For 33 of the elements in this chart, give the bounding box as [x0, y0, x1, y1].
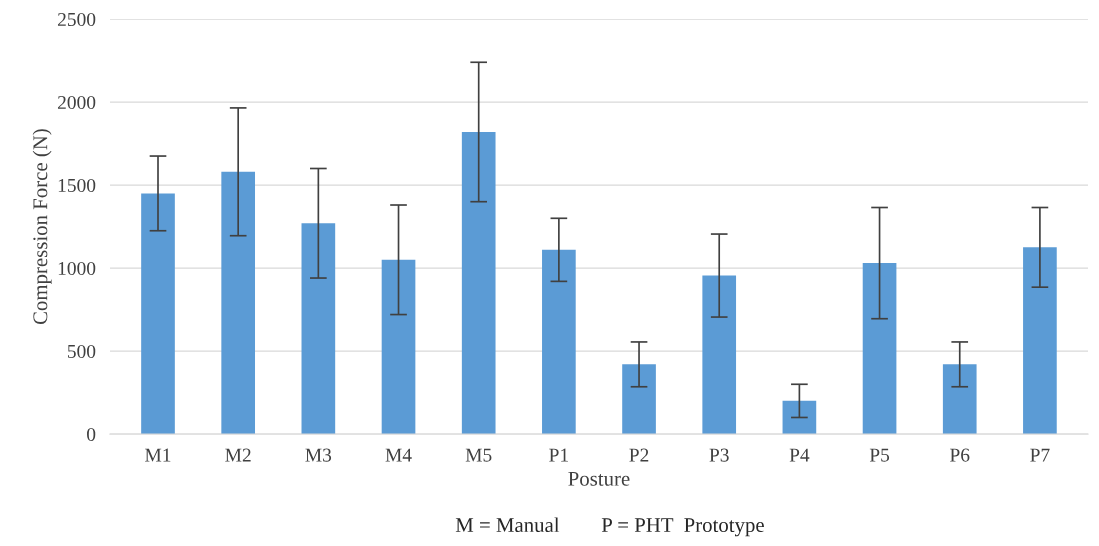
bar: [381, 259, 416, 435]
text: M = Manual P = PHT Prototype: [455, 517, 764, 537]
y-tick-label: 1000: [58, 261, 96, 276]
bar: [942, 364, 977, 435]
bar: [702, 275, 737, 435]
x-axis-title: Posture: [568, 471, 630, 486]
x-tick-label: P2: [629, 448, 649, 462]
y-tick-label: 500: [67, 344, 96, 359]
y-tick-label: 0: [87, 427, 96, 442]
bar: [862, 263, 897, 435]
x-tick-label: P3: [709, 448, 729, 462]
bar: [221, 171, 256, 435]
x-tick-label: P1: [549, 448, 568, 462]
y-tick-label: 2500: [57, 12, 96, 27]
y-tick-label: 1500: [58, 178, 96, 193]
bar: [301, 223, 336, 435]
y-tick-label: 2000: [57, 95, 96, 110]
bar: [141, 193, 175, 435]
x-tick-label: M2: [225, 448, 251, 462]
bar: [622, 364, 656, 435]
bar: [461, 131, 496, 435]
x-tick-label: M5: [465, 448, 492, 462]
x-tick-label: M1: [145, 448, 171, 462]
x-tick-label: P7: [1030, 448, 1050, 462]
x-tick-label: P6: [950, 448, 970, 462]
bar: [782, 400, 817, 435]
x-tick-label: M4: [385, 448, 412, 462]
bar: [542, 249, 576, 435]
x-tick-label: P5: [869, 448, 890, 462]
y-axis-title: Compression Force (N): [32, 129, 52, 325]
bar: [1023, 247, 1057, 435]
x-tick-label: M3: [305, 448, 332, 462]
x-tick-label: P4: [789, 448, 810, 462]
